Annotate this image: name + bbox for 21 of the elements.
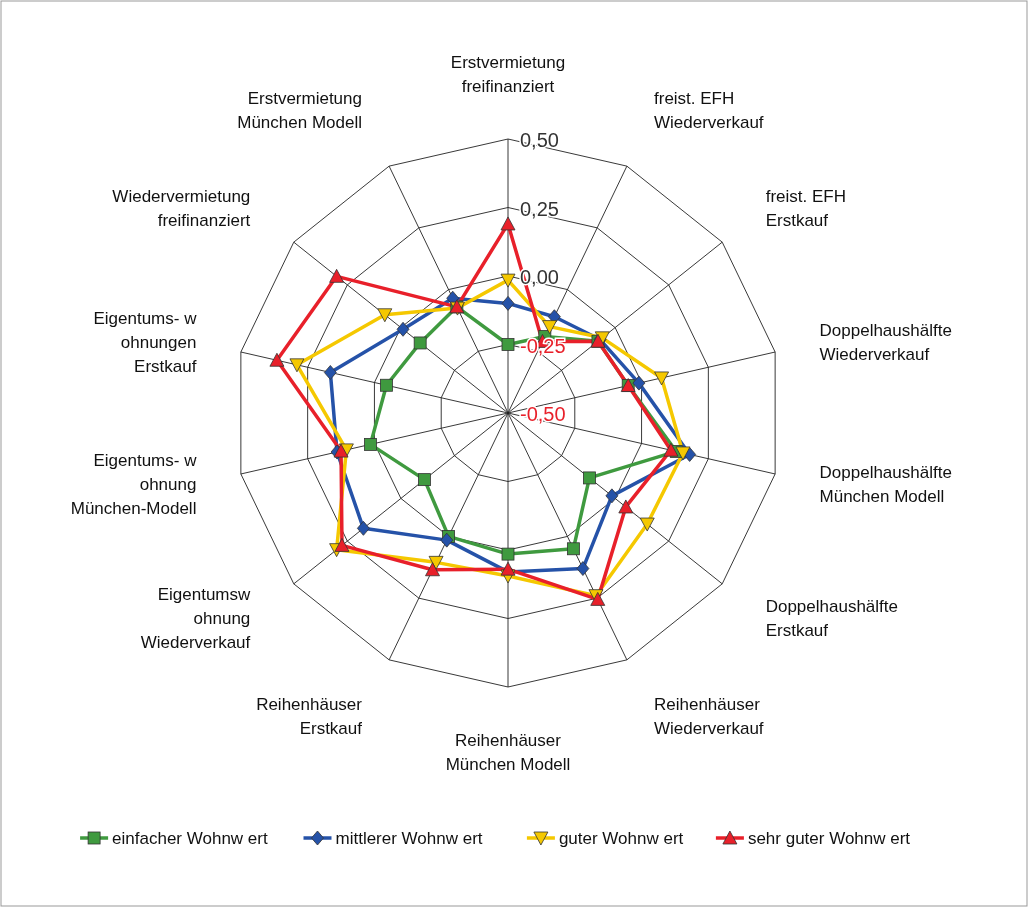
spoke-label: Eigentums- w ohnung München-Modell (70, 451, 198, 519)
y-tick-label: 0,25 (520, 197, 559, 220)
spoke-label: Doppelhaushälfte Wiederverkauf (819, 320, 952, 364)
y-tick-label: 0,50 (520, 129, 559, 151)
spoke-label: Eigentumsw ohnung Wiederverkauf (140, 585, 252, 653)
legend-label: einfacher Wohnw ert (112, 829, 268, 848)
spoke-label: Reihenhäuser Erstkauf (256, 695, 363, 739)
spoke-label: Doppelhaushälfte München Modell (819, 463, 952, 507)
legend-label: mittlerer Wohnw ert (335, 829, 483, 848)
spoke-label: Erstvermietung freifinanziert (450, 53, 566, 96)
legend-label: sehr guter Wohnw ert (747, 829, 911, 848)
spoke-label: freist. EFH Erstkauf (765, 186, 846, 230)
spoke-label: Erstvermietung München Modell (237, 88, 362, 132)
spoke-label: Reihenhäuser München Modell (445, 731, 571, 774)
y-tick-label: -0,50 (520, 403, 566, 425)
spoke-label: Doppelhaushälfte Erstkauf (765, 597, 899, 641)
legend-label: guter Wohnw ert (558, 829, 684, 848)
spoke-label: Eigentums- w ohnungen Erstkauf (93, 308, 198, 376)
spoke-label: Wiedervermietung freifinanziert (112, 186, 251, 230)
spoke-label: Reihenhäuser Wiederverkauf (654, 695, 764, 739)
spoke-label: freist. EFH Wiederverkauf (654, 88, 764, 132)
